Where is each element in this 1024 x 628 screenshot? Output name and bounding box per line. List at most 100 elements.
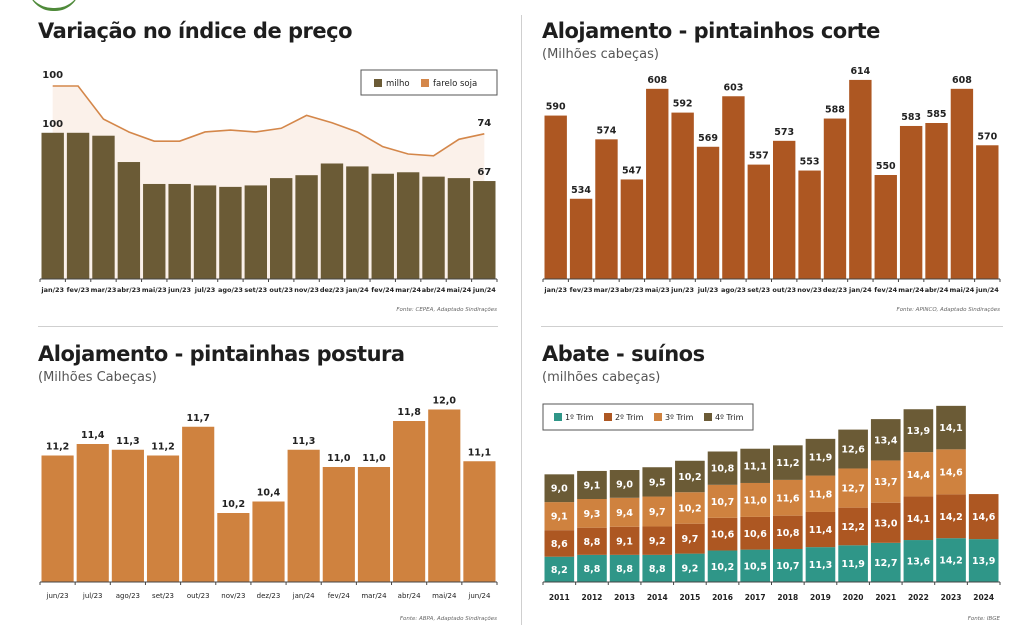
data-label: 9,4 [616,508,633,519]
x-tick-label: jun/23 [167,286,191,294]
data-label: 10,2 [711,562,734,573]
data-label: 9,1 [616,536,633,547]
bar-jan/23 [544,115,567,279]
x-tick-label: abr/24 [422,286,446,294]
data-label: 534 [571,185,591,196]
x-tick-label: dez/23 [823,286,847,294]
data-label: 553 [800,157,820,168]
x-tick-label: 2023 [941,593,962,602]
bar-dez/23 [823,118,847,280]
bar-set/23 [146,455,180,582]
legend-swatch-soja [421,79,429,87]
bar-segment-2011-q1 [544,556,575,582]
data-label: 603 [723,82,743,93]
data-label: 14,6 [972,512,996,523]
bar-milho-ago/23 [219,186,242,279]
legend-label: 1º Trim [565,413,594,422]
data-label: 608 [647,75,667,86]
bar-out/23 [773,140,796,279]
x-tick-label: fev/23 [570,286,593,294]
source-note: Fonte: IBGE [968,616,1001,622]
data-label: 12,7 [841,484,864,495]
data-label: 592 [673,99,693,110]
data-label: 11,1 [468,447,491,458]
bar-segment-2014-q2 [642,526,673,555]
data-label: 8,2 [551,565,568,576]
data-label: 11,1 [743,461,766,472]
bar-jun/24 [463,461,496,582]
data-label: 10,2 [678,472,701,483]
legend-swatch-milho [374,79,382,87]
bar-ago/23 [722,96,745,279]
bar-segment-2015-q2 [675,523,705,554]
legend-swatch [704,413,712,421]
data-label: 547 [622,165,642,176]
bar-segment-2015-q3 [675,492,705,524]
data-label: 11,3 [292,436,315,447]
data-label: 9,7 [681,534,698,545]
x-tick-label: 2020 [843,593,864,602]
bar-segment-2017-q3 [740,482,770,517]
data-label: 13,0 [874,518,898,529]
data-label: 11,9 [809,453,832,464]
bar-segment-2021-q1 [870,542,901,582]
x-tick-label: dez/23 [257,592,281,600]
soja-area [52,86,485,279]
x-tick-label: mar/24 [361,592,387,600]
legend-label: 4º Trim [715,413,744,422]
x-tick-label: mar/23 [594,286,620,294]
data-label: 590 [546,102,566,113]
data-label: 573 [774,127,794,138]
bar-jan/24 [287,449,320,582]
bar-segment-2016-q1 [707,550,738,582]
bar-segment-2019-q1 [805,547,836,582]
legend-box [542,403,754,431]
bar-segment-2022-q1 [903,540,934,582]
x-tick-label: jul/23 [82,592,103,600]
x-tick-label: 2021 [875,593,896,602]
data-label: 583 [901,112,921,123]
data-label: 11,2 [46,442,69,453]
bar-abr/24 [393,421,426,582]
data-label: 10,8 [776,528,800,539]
bar-mai/24 [428,409,461,582]
x-tick-label: nov/23 [294,286,319,294]
x-tick-label: 2014 [647,593,668,602]
bar-segment-2018-q2 [773,515,803,549]
x-tick-label: abr/23 [117,286,141,294]
data-label: 10,8 [711,464,735,475]
x-tick-label: jan/24 [292,592,315,600]
bar-segment-2022-q4 [903,409,934,453]
source-note: Fonte: CEPEA, Adaptado Sindirações [396,307,497,313]
bar-segment-2018-q4 [773,445,803,480]
data-label: 11,9 [841,559,864,570]
x-tick-label: 2011 [549,593,570,602]
bar-milho-mar/23 [92,135,115,279]
x-tick-label: out/23 [187,592,210,600]
bar-segment-2019-q4 [805,438,836,476]
bar-abr/23 [620,179,644,279]
x-tick-label: 2017 [745,593,766,602]
line-farelo-soja [52,85,485,157]
bar-set/23 [747,164,770,279]
data-label: 14,4 [907,470,931,481]
data-label: 614 [850,66,870,77]
x-tick-label: set/23 [747,286,770,294]
x-tick-label: out/23 [772,286,796,294]
data-label: 13,6 [907,557,931,568]
bar-segment-2019-q2 [805,511,836,548]
data-label: 13,4 [874,435,898,446]
chart-subtitle-corte: (Milhões cabeças) [542,47,659,62]
horizontal-divider-left [38,326,498,327]
bar-segment-2023-q2 [936,494,966,539]
data-label: 8,6 [551,539,568,550]
bar-ago/23 [111,449,144,582]
bar-segment-2017-q2 [740,516,770,550]
data-label: 11,2 [776,458,799,469]
bar-segment-2020-q4 [838,429,868,469]
x-tick-label: mai/24 [432,592,457,600]
chart-title-preco: Variação no índice de preço [38,19,353,43]
data-label: 9,1 [551,512,568,523]
x-tick-label: mar/24 [898,286,924,294]
x-tick-label: mai/23 [142,286,167,294]
